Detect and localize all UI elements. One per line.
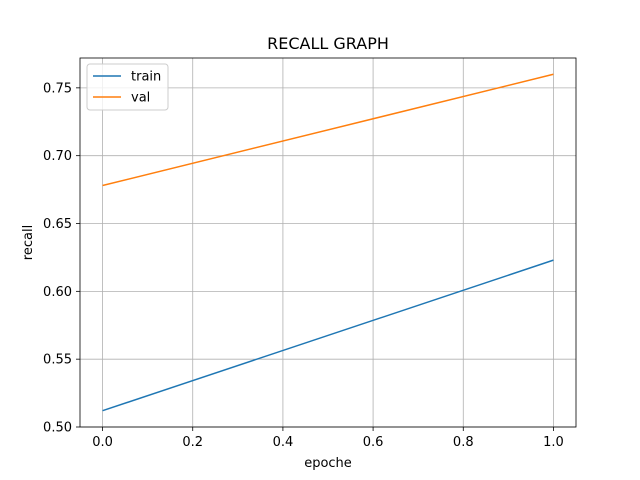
y-tick-label: 0.70 (43, 149, 72, 164)
x-tick-label: 0.4 (273, 435, 294, 450)
series-lines (102, 73, 554, 412)
legend-label-train: train (131, 70, 161, 85)
x-axis-label: epoche (304, 456, 352, 471)
y-tick-label: 0.60 (43, 285, 72, 300)
legend-label-val: val (131, 91, 150, 106)
legend: train val (86, 63, 169, 111)
grid (80, 58, 576, 428)
chart-title: RECALL GRAPH (267, 34, 389, 53)
x-tick-label: 1.0 (543, 435, 564, 450)
y-tick-label: 0.65 (43, 217, 72, 232)
x-tick-label: 0.0 (92, 435, 113, 450)
y-axis-ticks: 0.50 0.55 0.60 0.65 0.70 0.75 (43, 81, 80, 436)
plot-frame (79, 57, 577, 428)
x-axis-ticks: 0.0 0.2 0.4 0.6 0.8 1.0 (92, 427, 564, 450)
y-axis-label: recall (21, 225, 36, 260)
x-tick-label: 0.6 (363, 435, 384, 450)
y-tick-label: 0.50 (43, 421, 72, 436)
y-tick-label: 0.75 (43, 81, 72, 96)
y-tick-label: 0.55 (43, 353, 72, 368)
series-line-val (102, 73, 554, 187)
x-tick-label: 0.2 (182, 435, 203, 450)
series-line-train (102, 259, 554, 412)
x-tick-label: 0.8 (453, 435, 474, 450)
